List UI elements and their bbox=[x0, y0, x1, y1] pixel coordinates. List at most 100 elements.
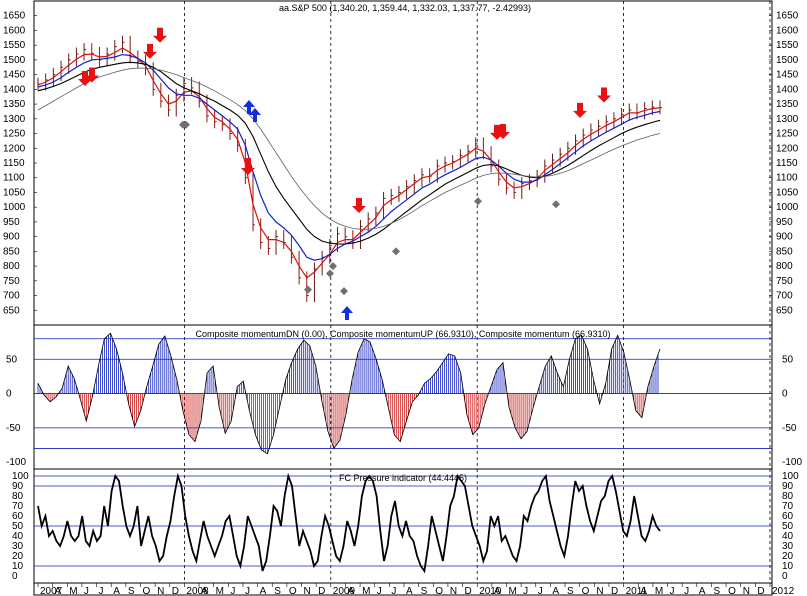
ma-blue-line bbox=[37, 53, 661, 261]
price-tick-label-left: 950 bbox=[3, 217, 20, 228]
momentum-chart-title: Composite momentumDN (0.00), Composite m… bbox=[195, 329, 610, 339]
price-tick-label-right: 1500 bbox=[776, 55, 799, 66]
price-tick-label-left: 850 bbox=[3, 246, 20, 257]
time-tick-label: O bbox=[435, 586, 443, 596]
time-tick-label: A bbox=[347, 586, 354, 596]
pressure-tick-label-right: 30 bbox=[782, 541, 794, 552]
sell-arrow-icon bbox=[241, 158, 255, 175]
price-tick-label-right: 650 bbox=[776, 305, 793, 316]
time-axis bbox=[33, 582, 773, 596]
series-layer bbox=[37, 35, 662, 574]
ma-black-line bbox=[37, 61, 661, 245]
pressure-tick-label-right: 60 bbox=[782, 511, 794, 522]
momentum-tick-label-right: -50 bbox=[782, 423, 797, 434]
price-tick-label-left: 650 bbox=[3, 305, 20, 316]
sell-arrow-icon bbox=[78, 71, 92, 87]
price-tick-label-left: 1550 bbox=[3, 40, 26, 51]
ma-red-line bbox=[37, 47, 661, 279]
price-tick-label-right: 1200 bbox=[776, 143, 799, 154]
price-tick-label-right: 950 bbox=[776, 217, 793, 228]
pressure-tick-label-right: 0 bbox=[782, 571, 788, 582]
price-tick-label-right: 900 bbox=[776, 232, 793, 243]
momentum-tick-label-right: 50 bbox=[782, 354, 794, 365]
pressure-tick-label-right: 100 bbox=[782, 471, 799, 482]
price-tick-label-left: 1000 bbox=[3, 202, 26, 213]
time-tick-label: N bbox=[450, 586, 457, 596]
time-tick-label: O bbox=[289, 586, 297, 596]
price-tick-label-right: 800 bbox=[776, 261, 793, 272]
time-tick-label: A bbox=[494, 586, 501, 596]
time-tick-label: O bbox=[142, 586, 150, 596]
price-tick-label-left: 750 bbox=[3, 276, 20, 287]
pressure-tick-label-left: 50 bbox=[12, 521, 24, 532]
time-tick-label: O bbox=[582, 586, 590, 596]
time-tick-label: J bbox=[245, 586, 250, 596]
time-tick-label: D bbox=[611, 586, 618, 596]
time-tick-label: A bbox=[406, 586, 413, 596]
buy-arrow-icon bbox=[243, 100, 255, 114]
price-tick-label-right: 1350 bbox=[776, 99, 799, 110]
pressure-tick-label-right: 10 bbox=[782, 561, 794, 572]
buy-arrow-icon bbox=[341, 306, 353, 320]
time-tick-label: J bbox=[538, 586, 543, 596]
time-tick-label: A bbox=[260, 586, 267, 596]
signal-diamond-icon bbox=[392, 247, 400, 256]
ma-gray-line bbox=[37, 67, 661, 230]
momentum-tick-label-left: 0 bbox=[6, 389, 12, 400]
price-tick-label-left: 800 bbox=[3, 261, 20, 272]
momentum-tick-label-left: -100 bbox=[6, 457, 26, 468]
sell-arrow-icon bbox=[597, 87, 611, 103]
time-tick-label: A bbox=[201, 586, 208, 596]
price-tick-label-left: 1350 bbox=[3, 99, 26, 110]
price-tick-label-right: 1250 bbox=[776, 129, 799, 140]
time-tick-label: S bbox=[421, 586, 428, 596]
momentum-outline bbox=[37, 332, 661, 455]
time-tick-label: A bbox=[552, 586, 559, 596]
signal-diamond-icon bbox=[182, 120, 190, 129]
sell-arrow-icon bbox=[143, 43, 157, 59]
signal-diamond-icon bbox=[326, 269, 334, 278]
pressure-tick-label-left: 30 bbox=[12, 541, 24, 552]
momentum-tick-label-right: 0 bbox=[782, 389, 788, 400]
signal-diamond-icon bbox=[474, 197, 482, 206]
signal-diamond-icon bbox=[340, 287, 348, 296]
price-tick-label-left: 1100 bbox=[3, 173, 25, 184]
time-tick-label: M bbox=[216, 586, 224, 596]
price-tick-label-left: 900 bbox=[3, 232, 20, 243]
pressure-tick-label-right: 40 bbox=[782, 531, 794, 542]
pressure-tick-label-left: 0 bbox=[12, 571, 18, 582]
pressure-tick-label-right: 90 bbox=[782, 481, 794, 492]
pressure-tick-label-right: 20 bbox=[782, 551, 794, 562]
time-tick-label: J bbox=[377, 586, 382, 596]
price-tick-label-right: 1450 bbox=[776, 70, 799, 81]
time-tick-label: N bbox=[157, 586, 164, 596]
price-tick-label-right: 1150 bbox=[776, 158, 798, 169]
time-tick-label: J bbox=[230, 586, 235, 596]
pressure-tick-label-right: 50 bbox=[782, 521, 794, 532]
time-tick-label: 2009 bbox=[333, 586, 356, 596]
pressure-line bbox=[37, 472, 661, 574]
sell-arrow-icon bbox=[85, 67, 99, 83]
signal-diamond-icon bbox=[329, 262, 337, 271]
price-panel bbox=[33, 0, 773, 326]
price-tick-label-left: 1500 bbox=[3, 55, 26, 66]
time-tick-label: J bbox=[391, 586, 396, 596]
time-tick-label: J bbox=[84, 586, 89, 596]
time-tick-label: M bbox=[655, 586, 663, 596]
time-tick-label: A bbox=[55, 586, 62, 596]
price-tick-label-left: 700 bbox=[3, 291, 20, 302]
time-tick-label: 2007 bbox=[40, 586, 63, 596]
price-tick-label-right: 1400 bbox=[776, 84, 799, 95]
price-tick-label-left: 1450 bbox=[3, 70, 26, 81]
signal-diamond-icon bbox=[304, 285, 312, 294]
price-tick-label-left: 1250 bbox=[3, 129, 26, 140]
price-tick-label-right: 1300 bbox=[776, 114, 799, 125]
signal-diamond-icon bbox=[552, 200, 560, 209]
time-tick-label: N bbox=[596, 586, 603, 596]
pressure-tick-label-left: 90 bbox=[12, 481, 24, 492]
price-tick-label-left: 1600 bbox=[3, 25, 26, 36]
time-tick-label: M bbox=[69, 586, 77, 596]
time-tick-label: J bbox=[99, 586, 104, 596]
